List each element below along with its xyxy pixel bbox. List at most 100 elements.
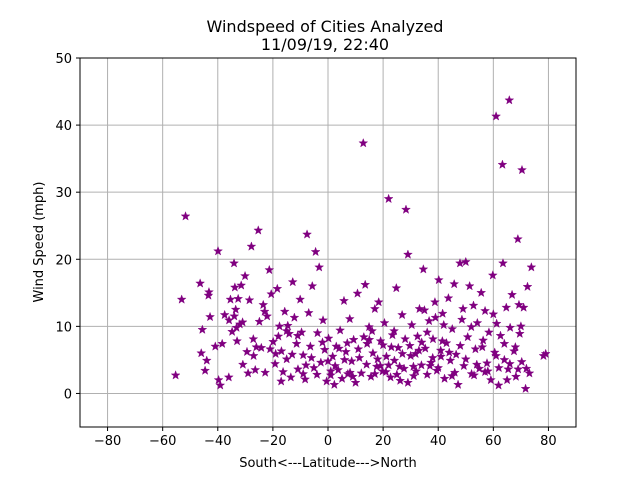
data-point bbox=[225, 294, 236, 304]
data-point bbox=[201, 355, 212, 365]
data-point bbox=[422, 369, 433, 379]
data-point bbox=[416, 360, 427, 370]
data-point bbox=[339, 354, 350, 365]
data-point bbox=[401, 204, 411, 214]
data-point bbox=[352, 288, 363, 298]
data-point bbox=[451, 349, 462, 359]
data-point bbox=[436, 351, 446, 361]
data-point bbox=[504, 95, 515, 105]
data-point bbox=[279, 306, 290, 316]
data-point bbox=[444, 347, 455, 357]
data-point bbox=[323, 333, 334, 343]
data-point bbox=[394, 361, 405, 371]
data-point bbox=[385, 372, 396, 382]
data-point bbox=[364, 334, 375, 344]
data-point bbox=[281, 325, 292, 336]
data-point bbox=[381, 351, 392, 361]
data-point bbox=[389, 325, 400, 336]
data-point bbox=[447, 323, 458, 334]
data-point bbox=[460, 256, 471, 267]
data-point bbox=[491, 111, 502, 121]
data-point bbox=[312, 369, 322, 379]
data-point bbox=[471, 359, 482, 369]
data-point bbox=[243, 368, 254, 378]
data-point bbox=[400, 333, 411, 344]
data-point bbox=[276, 376, 287, 386]
data-point bbox=[513, 364, 524, 374]
data-point bbox=[260, 367, 271, 377]
data-point bbox=[197, 324, 208, 334]
data-points bbox=[170, 95, 551, 393]
data-point bbox=[230, 304, 241, 314]
data-point bbox=[344, 313, 355, 324]
data-point bbox=[303, 307, 314, 318]
data-point bbox=[369, 303, 380, 314]
data-point bbox=[287, 276, 298, 287]
data-point bbox=[265, 343, 276, 354]
data-point bbox=[389, 355, 400, 365]
data-point bbox=[325, 366, 336, 376]
data-point bbox=[497, 159, 508, 169]
data-point bbox=[445, 355, 456, 365]
data-point bbox=[373, 297, 384, 307]
data-point bbox=[383, 360, 394, 370]
data-point bbox=[240, 270, 250, 281]
y-tick-label: 40 bbox=[55, 119, 72, 134]
data-point bbox=[386, 341, 397, 352]
data-point bbox=[424, 315, 435, 326]
data-point bbox=[315, 357, 326, 367]
data-point bbox=[176, 294, 187, 304]
data-point bbox=[354, 352, 365, 363]
data-point bbox=[404, 340, 415, 351]
data-point bbox=[301, 360, 311, 370]
data-point bbox=[488, 309, 499, 319]
data-point bbox=[327, 351, 338, 361]
data-point bbox=[248, 350, 259, 361]
data-point bbox=[504, 358, 515, 369]
data-point bbox=[411, 366, 422, 376]
data-point bbox=[356, 368, 367, 378]
data-point bbox=[429, 297, 440, 307]
data-point bbox=[270, 348, 281, 359]
data-point bbox=[517, 164, 527, 175]
data-point bbox=[427, 352, 438, 363]
data-point bbox=[425, 360, 435, 371]
data-point bbox=[520, 383, 531, 393]
data-point bbox=[253, 225, 264, 235]
chart-title: Windspeed of Cities Analyzed bbox=[207, 17, 444, 36]
data-point bbox=[200, 365, 211, 375]
data-point bbox=[353, 343, 364, 354]
data-point bbox=[246, 241, 257, 251]
chart-subtitle: 11/09/19, 22:40 bbox=[261, 35, 389, 54]
data-point bbox=[305, 341, 316, 351]
x-tick-label: −80 bbox=[94, 434, 121, 449]
data-point bbox=[524, 368, 535, 378]
data-point bbox=[361, 359, 372, 369]
data-point bbox=[321, 376, 332, 386]
data-point bbox=[262, 311, 273, 321]
data-point bbox=[460, 354, 471, 364]
data-point bbox=[237, 359, 248, 369]
data-point bbox=[306, 352, 317, 363]
data-point bbox=[516, 356, 527, 367]
data-point bbox=[464, 280, 475, 291]
data-point bbox=[282, 320, 293, 330]
data-point bbox=[314, 262, 325, 272]
data-point bbox=[466, 321, 477, 332]
data-point bbox=[195, 278, 206, 288]
data-point bbox=[339, 295, 349, 306]
data-point bbox=[250, 364, 261, 375]
data-point bbox=[395, 375, 406, 385]
data-point bbox=[217, 338, 228, 349]
data-point bbox=[210, 341, 221, 351]
data-point bbox=[478, 335, 489, 345]
data-point bbox=[293, 364, 303, 374]
data-point bbox=[289, 312, 300, 322]
data-point bbox=[291, 338, 302, 349]
data-point bbox=[273, 331, 284, 341]
x-tick-label: −60 bbox=[149, 434, 176, 449]
data-point bbox=[364, 321, 374, 332]
data-point bbox=[493, 362, 504, 373]
data-point bbox=[219, 309, 230, 320]
data-point bbox=[521, 363, 532, 373]
